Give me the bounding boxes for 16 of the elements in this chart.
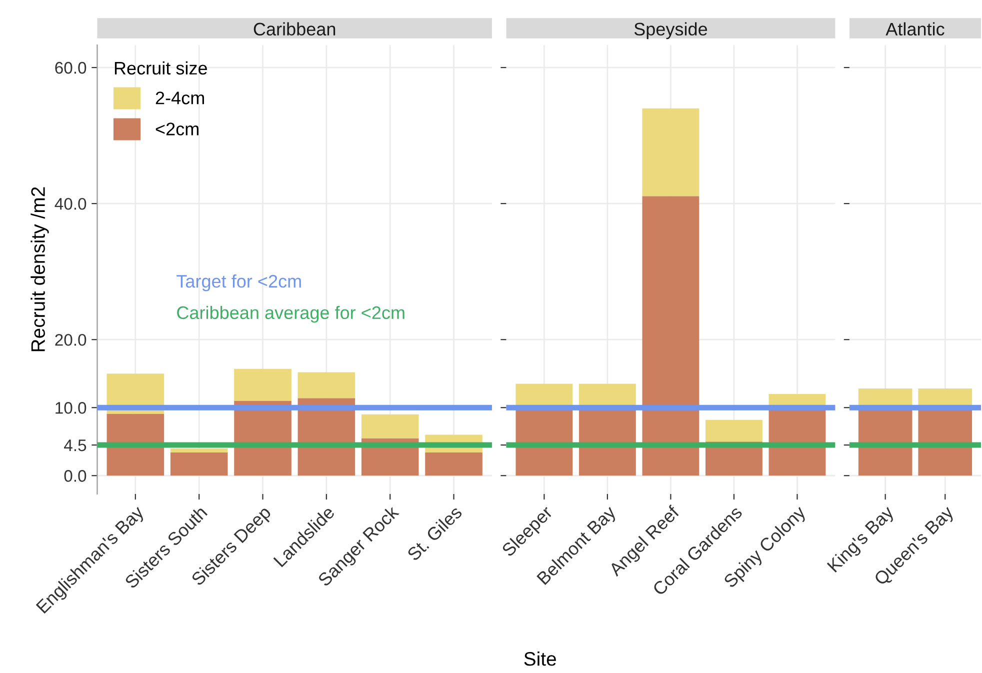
- y-tick-label: 10.0: [56, 402, 86, 414]
- ref-line-label: Caribbean average for <2cm: [177, 306, 404, 323]
- y-axis-title: Recruit density /m2: [30, 187, 49, 352]
- chart-title: Atlantic: [886, 22, 944, 36]
- y-tick-label: 60.0: [55, 62, 86, 74]
- y-tick-label: 20.0: [55, 334, 86, 346]
- legend-title: Recruit size: [114, 61, 207, 75]
- legend-label: <2cm: [156, 122, 198, 136]
- y-tick-label: 4.5: [64, 440, 86, 452]
- legend-label: 2-4cm: [156, 92, 204, 104]
- chart-title: Speyside: [634, 22, 708, 40]
- x-axis-title: Site: [524, 652, 556, 666]
- ref-line-label: Target for <2cm: [176, 274, 301, 292]
- y-tick-label: 40.0: [54, 198, 86, 210]
- y-tick-label: 0.0: [64, 470, 86, 482]
- chart-title: Caribbean: [254, 22, 336, 36]
